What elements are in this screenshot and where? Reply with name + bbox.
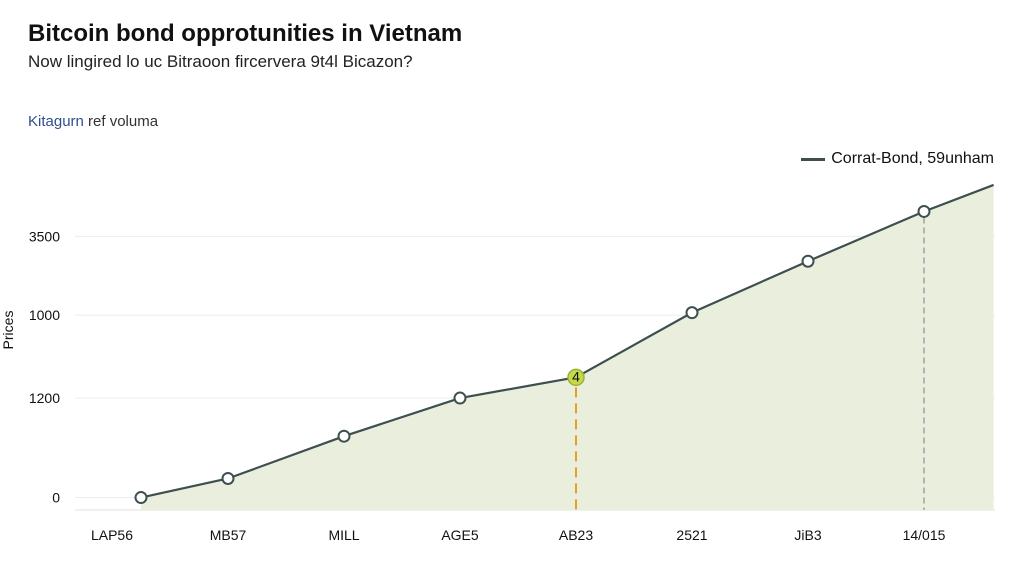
- data-point-2: [337, 429, 351, 443]
- chart-title: Bitcoin bond opprotunities in Vietnam: [28, 20, 463, 47]
- x-tick-label-6: JiB3: [794, 527, 821, 543]
- chart-subtitle: Now lingired lo uc Bitraoon fircervera 9…: [28, 52, 413, 71]
- data-point-highlight: [567, 368, 585, 387]
- x-tick-label-3: AGE5: [441, 527, 479, 543]
- data-points: 4: [134, 204, 931, 505]
- data-point-0: [134, 491, 148, 505]
- y-axis-label: Prices: [0, 311, 16, 350]
- y-axis-ticks: 0 1200 1000 3500: [29, 228, 60, 505]
- x-tick-label-1: MB57: [210, 527, 247, 543]
- legend-label: Corrat-Bond, 59unham: [831, 150, 994, 167]
- section-label-accent: Kitagurn: [28, 113, 84, 130]
- data-point-5: [685, 306, 699, 320]
- y-tick-label-2: 1000: [29, 307, 60, 323]
- x-tick-label-5: 2521: [676, 527, 707, 543]
- y-tick-label-1: 1200: [29, 390, 60, 406]
- x-tick-label-2: MILL: [328, 527, 359, 543]
- data-point-6: [801, 254, 815, 268]
- x-tick-label-0: LAP56: [91, 527, 133, 543]
- data-point-1: [221, 471, 235, 485]
- x-axis-ticks: LAP56 MB57 MILL AGE5 AB23 2521 JiB3 14/015: [91, 527, 946, 543]
- data-point-7: [917, 204, 931, 218]
- y-tick-label-0: 0: [52, 490, 60, 506]
- legend: Corrat-Bond, 59unham: [801, 150, 994, 168]
- area-fill: [141, 184, 994, 511]
- section-label: Kitagurn ref voluma: [28, 113, 158, 130]
- series-area: [141, 184, 994, 511]
- section-label-rest: ref voluma: [83, 113, 159, 130]
- y-tick-label-3: 3500: [29, 228, 60, 244]
- x-tick-label-7: 14/015: [903, 527, 946, 543]
- data-point-3: [453, 391, 467, 405]
- x-tick-label-4: AB23: [559, 527, 593, 543]
- guide-lines: [575, 217, 925, 510]
- y-axis-label-group: Prices: [0, 311, 16, 350]
- data-point-highlight-label: 4: [572, 368, 580, 384]
- legend-swatch: [801, 157, 826, 161]
